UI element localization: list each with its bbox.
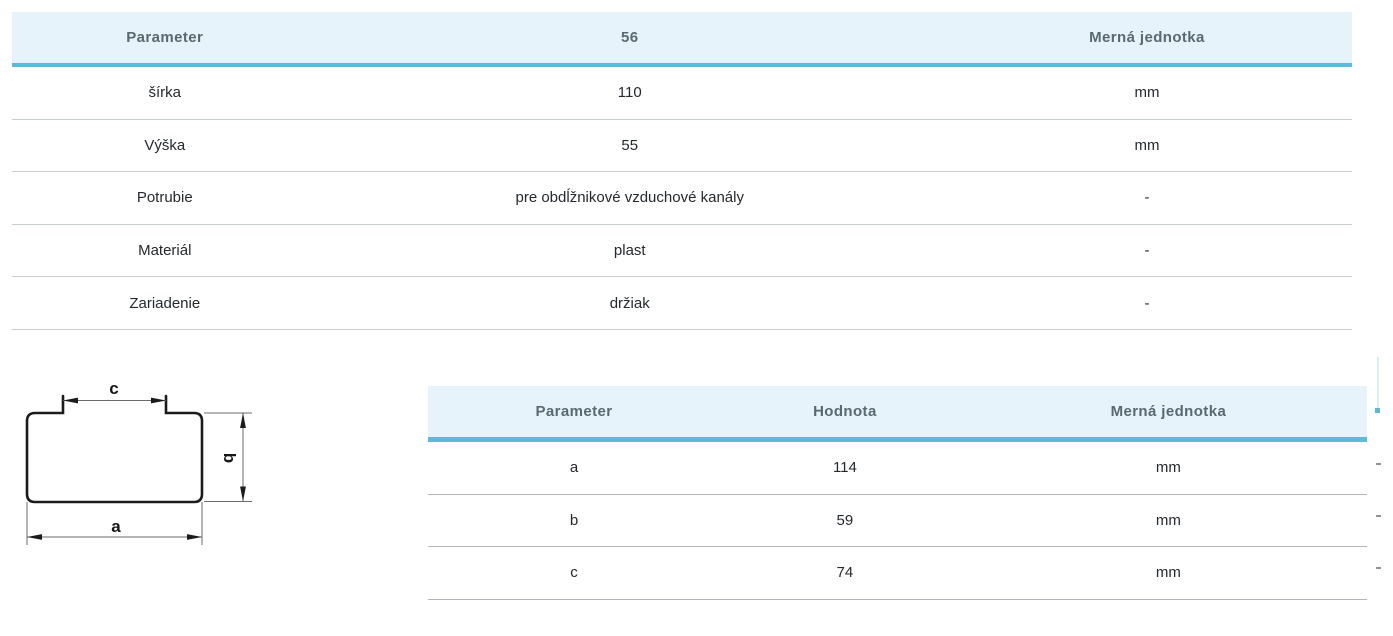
- spec-table-primary-header-row: Parameter 56 Merná jednotka: [12, 12, 1352, 67]
- table-cell: Materiál: [138, 242, 192, 260]
- table-cell: b: [569, 511, 579, 529]
- table-cell: mm: [1155, 564, 1181, 582]
- table-row: Potrubie pre obdĺžnikové vzduchové kanál…: [12, 172, 1352, 225]
- column-header-unit: Merná jednotka: [1089, 29, 1205, 46]
- table-cell: a: [569, 459, 579, 477]
- table-row: šírka 110 mm: [12, 67, 1352, 120]
- clipped-adjacent-table-mark: [1376, 567, 1381, 569]
- table-cell: 55: [621, 136, 639, 154]
- dimension-a: [26, 502, 203, 545]
- column-header-variant-56: 56: [620, 29, 639, 46]
- table-row: a 114 mm: [428, 442, 1367, 495]
- table-cell: Potrubie: [136, 189, 193, 207]
- table-cell: 59: [836, 511, 854, 529]
- dimension-label-b: b: [220, 453, 239, 463]
- table-cell: šírka: [148, 84, 182, 102]
- table-row: Výška 55 mm: [12, 120, 1352, 173]
- table-cell: Výška: [144, 136, 186, 154]
- table-cell: c: [570, 564, 578, 582]
- clipped-adjacent-table-mark: [1376, 463, 1381, 465]
- table-cell: 114: [832, 459, 857, 477]
- table-cell: -: [1144, 189, 1150, 207]
- column-header-unit: Merná jednotka: [1110, 403, 1227, 420]
- arrowhead-right-icon: [187, 534, 202, 540]
- column-header-parameter: Parameter: [535, 403, 613, 420]
- clipped-adjacent-table-edge: [1377, 357, 1379, 408]
- spec-table-dimensions: Parameter Hodnota Merná jednotka a 114 m…: [428, 386, 1367, 600]
- duct-profile-outline: [25, 394, 204, 504]
- arrowhead-right-icon: [151, 397, 166, 404]
- arrowhead-up-icon: [240, 413, 246, 428]
- profile-dimension-diagram: c a b: [25, 381, 252, 545]
- table-cell: Zariadenie: [129, 294, 201, 312]
- table-cell: 110: [617, 84, 642, 102]
- dimension-label-c: c: [109, 381, 118, 398]
- table-cell: 74: [836, 564, 854, 582]
- arrowhead-down-icon: [240, 486, 246, 502]
- column-header-parameter: Parameter: [126, 29, 204, 46]
- table-cell: -: [1144, 294, 1150, 312]
- table-cell: -: [1144, 242, 1150, 260]
- table-cell: mm: [1155, 511, 1181, 529]
- column-header-value: Hodnota: [813, 403, 877, 420]
- table-cell: mm: [1155, 459, 1181, 477]
- clipped-adjacent-table-underline: [1375, 408, 1380, 413]
- table-row: c 74 mm: [428, 547, 1367, 600]
- table-cell: plast: [613, 242, 646, 260]
- arrowhead-left-icon: [27, 534, 42, 540]
- spec-table-primary: Parameter 56 Merná jednotka šírka 110 mm…: [12, 12, 1352, 330]
- table-cell: držiak: [609, 294, 650, 312]
- arrowhead-left-icon: [63, 397, 78, 404]
- dimension-label-a: a: [111, 517, 121, 536]
- table-cell: pre obdĺžnikové vzduchové kanály: [515, 189, 744, 207]
- table-cell: mm: [1134, 136, 1160, 154]
- table-row: Materiál plast -: [12, 225, 1352, 278]
- table-row: Zariadenie držiak -: [12, 277, 1352, 330]
- clipped-adjacent-table-mark: [1376, 515, 1381, 517]
- spec-table-dimensions-header-row: Parameter Hodnota Merná jednotka: [428, 386, 1367, 442]
- table-cell: mm: [1134, 84, 1160, 102]
- table-row: b 59 mm: [428, 495, 1367, 548]
